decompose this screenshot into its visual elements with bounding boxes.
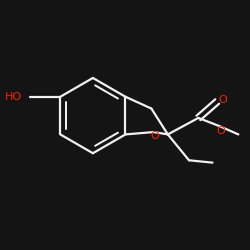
Text: HO: HO [5,92,22,102]
Text: O: O [150,131,159,141]
Text: O: O [216,126,225,136]
Text: O: O [218,95,227,105]
